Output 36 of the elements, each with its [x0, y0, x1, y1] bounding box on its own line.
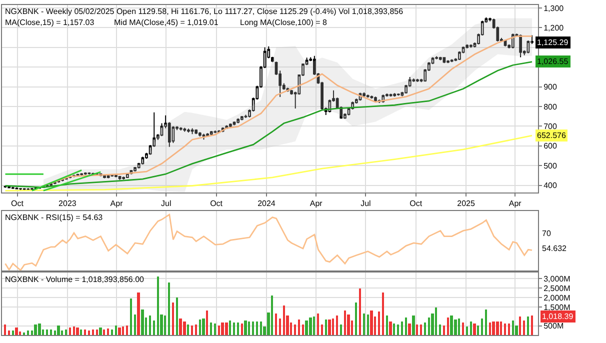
x-tick-label: Jul — [360, 198, 372, 208]
y-tick-label: 1,200 — [544, 23, 564, 32]
y-tick-label: 1,300 — [544, 4, 564, 13]
y-tick-label: 700 — [544, 122, 558, 132]
x-tick-label: Oct — [11, 198, 24, 208]
y-tick-label: 600 — [544, 142, 558, 151]
y-tick-label: 800 — [544, 102, 558, 112]
x-tick-label: Jul — [161, 198, 172, 208]
text: 54.632 — [542, 244, 568, 253]
x-tick-label: 2023 — [58, 198, 77, 208]
annotation: Mid MA(Close,45) = 1,019.01 — [114, 18, 219, 27]
x-tick-label: Apr — [310, 198, 323, 208]
y-tick-label: 500M — [544, 322, 564, 331]
y-tick-label: 3,000M — [544, 274, 571, 284]
y-tick-label: 500 — [544, 161, 558, 170]
x-tick-label: 2025 — [457, 198, 476, 208]
x-tick-label: Oct — [210, 198, 224, 208]
chart-title: NGXBNK - Volume = 1,018,393,856.00 — [5, 275, 145, 284]
annotation: Long MA(Close,100) = 8 — [240, 18, 328, 27]
y-tick-label: 2,500M — [544, 284, 571, 293]
y-tick-label: 1,500M — [544, 302, 571, 312]
x-tick-label: Apr — [110, 198, 124, 208]
y-tick-label: 2,000M — [544, 293, 571, 302]
data-label: 1,026.55 — [537, 57, 569, 66]
x-tick-label: Apr — [508, 198, 522, 208]
text: 1,018.39 — [542, 312, 574, 321]
data-label: 652.576 — [537, 131, 566, 140]
annotation: MA(Close,15) = 1,157.03 — [5, 18, 95, 27]
x-tick-label: Oct — [410, 198, 423, 208]
chart-title: NGXBNK - RSI(15) = 54.63 — [5, 213, 104, 222]
x-tick-label: 2024 — [258, 198, 276, 208]
y-tick-label: 900 — [544, 82, 558, 92]
text: 70 — [542, 229, 552, 238]
y-tick-label: 400 — [544, 181, 558, 190]
chart-title: NGXBNK - Weekly 05/02/2025 Open 1129.58, Hi 1161.76, Lo 1117.27, Close 1125.29 (-0.4%) Vol 1,018,393,856 — [5, 7, 404, 16]
annotation: 1,125.29 — [537, 38, 569, 47]
